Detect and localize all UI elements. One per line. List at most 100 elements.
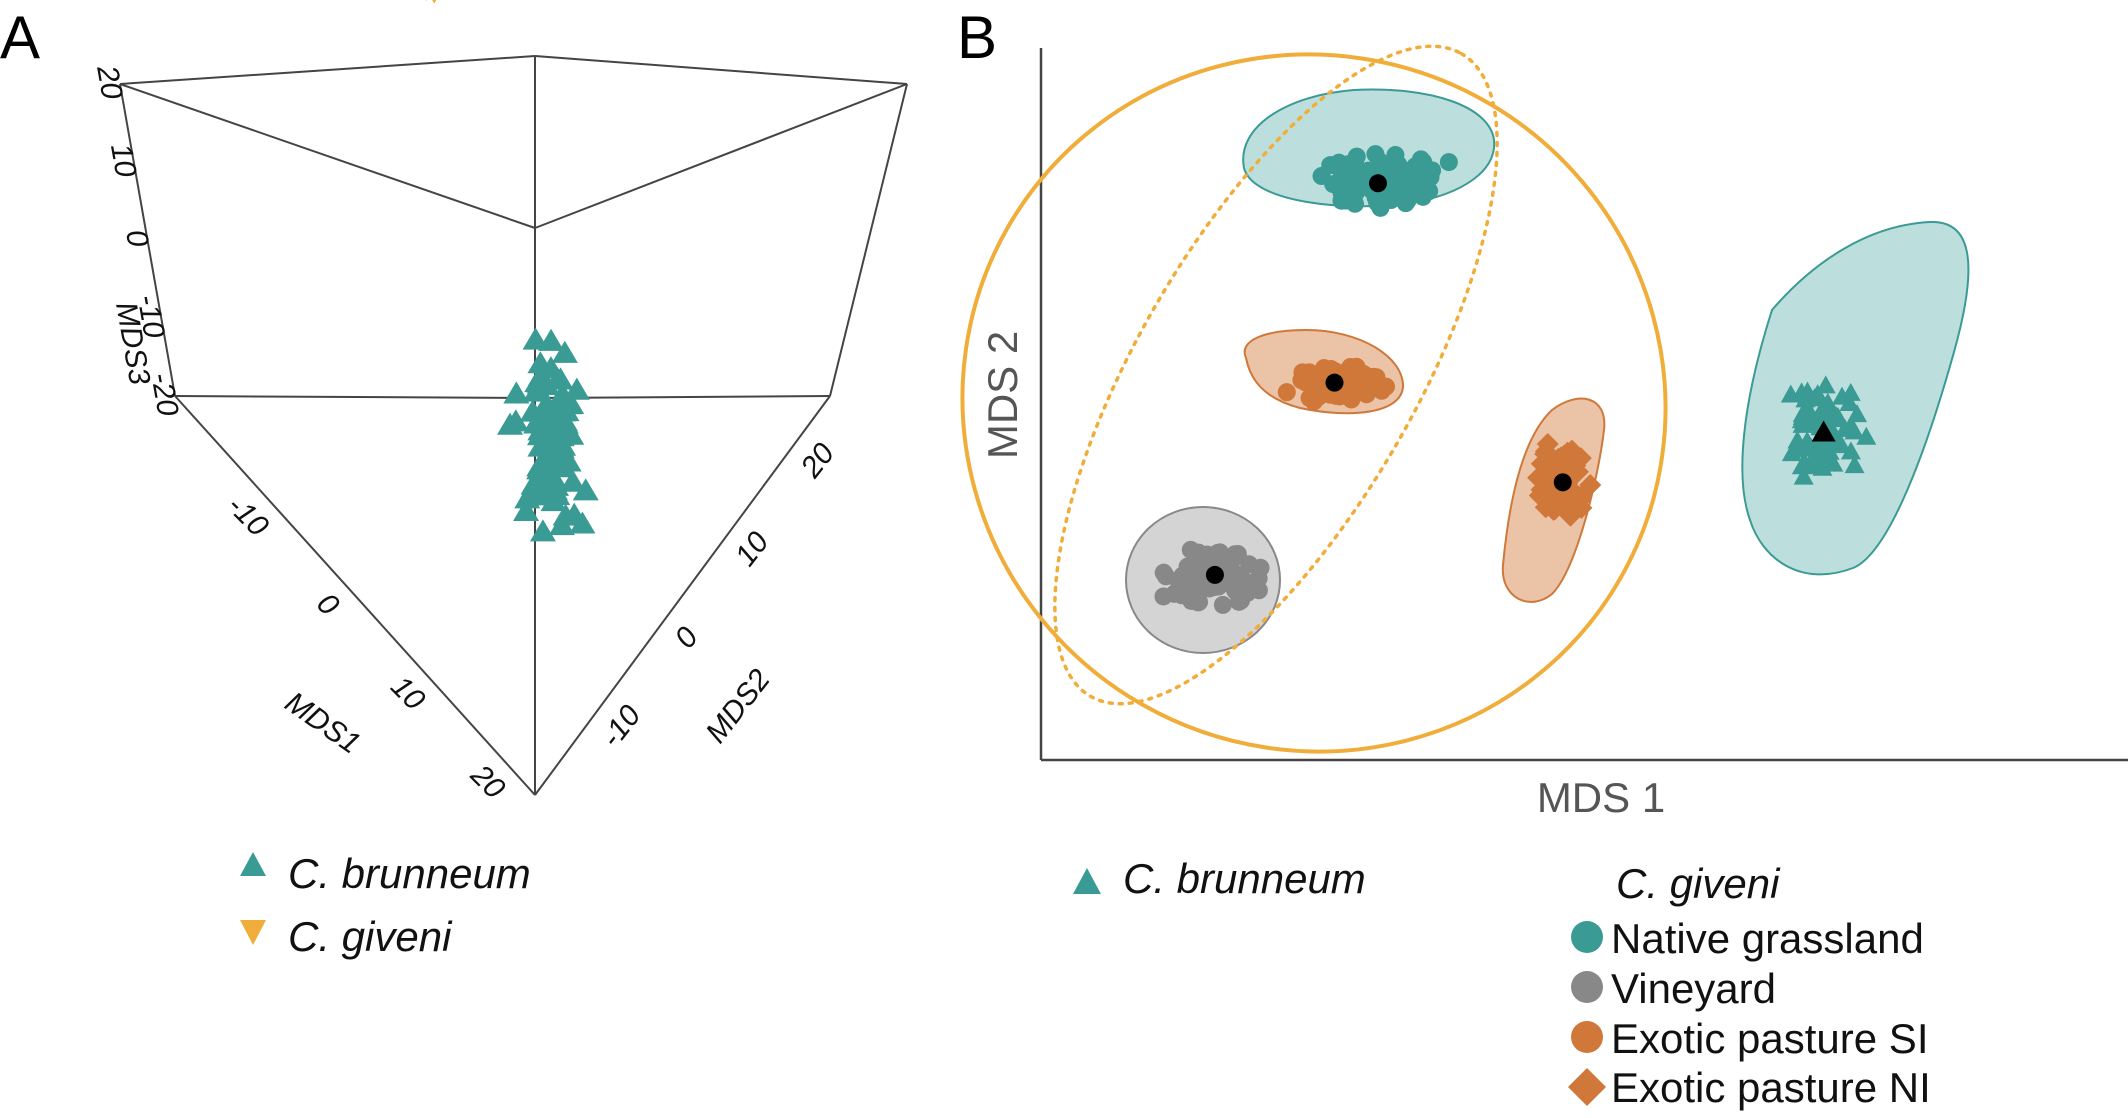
legend-a-triangle-down-marker xyxy=(240,920,266,945)
point-b-c-brunneum xyxy=(1816,402,1837,421)
panel-label-a: A xyxy=(0,4,40,71)
point-b-exotic-pasture-si xyxy=(1372,381,1391,400)
centroid-vineyard xyxy=(1205,565,1224,584)
point-b-c-brunneum xyxy=(1797,381,1818,400)
point-a-c-brunneum xyxy=(552,503,579,526)
point-a-c-giveni xyxy=(432,0,437,4)
tick-mds3: 0 xyxy=(119,227,154,249)
point-a-c-giveni xyxy=(425,0,427,1)
point-a-c-brunneum xyxy=(503,381,530,404)
point-b-exotic-pasture-ni xyxy=(1552,452,1575,475)
point-b-native-grassland xyxy=(1421,165,1440,184)
point-b-native-grassland xyxy=(1406,169,1425,188)
point-b-vineyard xyxy=(1234,584,1253,603)
scatter-b-centroids xyxy=(1205,174,1836,584)
scatter-3d-points xyxy=(425,0,599,542)
legend-b-exotic-pasture-ni: Exotic pasture NI xyxy=(1611,1064,1931,1111)
scatter-b-points xyxy=(1154,145,1877,614)
point-a-c-brunneum xyxy=(522,379,549,402)
point-b-vineyard xyxy=(1154,563,1173,582)
panel-label-b: B xyxy=(957,4,997,71)
point-b-c-brunneum xyxy=(1856,426,1877,445)
axis-label-mds2: MDS2 xyxy=(700,663,778,749)
dotted-ellipse-c-giveni xyxy=(1053,44,1499,706)
tick-mds3: -20 xyxy=(144,370,184,419)
point-b-c-brunneum xyxy=(1792,404,1813,423)
axes-b xyxy=(1039,48,2128,762)
point-b-vineyard xyxy=(1154,587,1173,606)
point-b-native-grassland xyxy=(1342,182,1361,201)
tick-mds2: 20 xyxy=(794,437,841,485)
legend-b: C. brunneum C. giveni Native grassland V… xyxy=(1073,855,1931,1111)
point-a-c-brunneum xyxy=(539,468,566,491)
tick-mds3: 20 xyxy=(90,62,129,102)
point-a-c-brunneum xyxy=(524,369,551,393)
point-b-vineyard xyxy=(1205,548,1224,567)
point-b-native-grassland xyxy=(1439,153,1458,172)
legend-b-exotic-pasture-si: Exotic pasture SI xyxy=(1611,1015,1928,1062)
point-a-c-brunneum xyxy=(551,340,578,363)
point-b-vineyard xyxy=(1213,595,1232,614)
point-b-exotic-pasture-ni xyxy=(1534,440,1557,463)
point-a-c-brunneum xyxy=(551,442,578,465)
tick-mds2: 0 xyxy=(668,621,704,655)
legend-a-giveni: C. giveni xyxy=(288,913,453,960)
point-b-exotic-pasture-si xyxy=(1277,383,1296,402)
point-b-native-grassland xyxy=(1321,156,1340,175)
legend-b-vineyard: Vineyard xyxy=(1611,965,1776,1012)
point-a-c-brunneum xyxy=(522,327,549,350)
legend-b-circle-marker xyxy=(1571,1021,1603,1053)
tick-mds2: -10 xyxy=(595,699,648,754)
point-b-vineyard xyxy=(1176,572,1195,591)
centroid-native-grassland xyxy=(1368,174,1387,193)
legend-b-circle-marker xyxy=(1571,971,1603,1003)
tick-mds1: 10 xyxy=(384,670,431,717)
point-b-c-brunneum xyxy=(1801,437,1822,456)
legend-a: C. brunneum C. giveni xyxy=(240,850,531,960)
point-b-exotic-pasture-si xyxy=(1364,367,1383,386)
point-b-c-brunneum xyxy=(1840,441,1861,460)
axis-label-mds-1: MDS 1 xyxy=(1537,774,1665,821)
point-b-exotic-pasture-ni xyxy=(1535,463,1558,486)
axis-label-mds-2: MDS 2 xyxy=(979,331,1026,459)
legend-b-triangle-up-marker xyxy=(1073,868,1101,894)
legend-b-brunneum: C. brunneum xyxy=(1123,855,1366,902)
point-a-c-brunneum xyxy=(513,498,540,521)
point-b-exotic-pasture-ni xyxy=(1579,474,1602,497)
tick-mds1: 0 xyxy=(310,587,345,622)
outer-ellipse-c-giveni xyxy=(960,52,1668,754)
point-b-c-brunneum xyxy=(1807,449,1828,468)
axis-label-mds1: MDS1 xyxy=(279,686,366,761)
legend-a-triangle-up-marker xyxy=(240,852,266,876)
point-b-c-brunneum xyxy=(1832,386,1853,405)
point-a-c-brunneum xyxy=(569,511,596,534)
point-a-c-brunneum xyxy=(527,351,554,374)
giveni-ellipses xyxy=(960,44,1668,754)
point-a-c-brunneum xyxy=(502,409,529,432)
point-a-c-brunneum xyxy=(559,469,586,492)
point-b-vineyard xyxy=(1234,570,1253,589)
point-a-c-brunneum xyxy=(539,450,566,473)
legend-b-giveni-title: C. giveni xyxy=(1616,860,1781,907)
legend-a-brunneum: C. brunneum xyxy=(288,850,531,897)
point-a-c-brunneum xyxy=(572,478,599,501)
legend-b-circle-marker xyxy=(1571,921,1603,953)
legend-b-native-grassland: Native grassland xyxy=(1611,915,1924,962)
point-b-c-brunneum xyxy=(1834,418,1855,437)
centroid-c-brunneum xyxy=(1811,420,1836,442)
point-b-c-brunneum xyxy=(1781,443,1802,462)
centroid-exotic-pasture-ni xyxy=(1553,473,1572,492)
point-b-exotic-pasture-si xyxy=(1342,390,1361,409)
centroid-exotic-pasture-si xyxy=(1325,373,1344,392)
point-b-c-brunneum xyxy=(1844,455,1865,474)
tick-mds2: 10 xyxy=(729,526,776,573)
point-b-c-brunneum xyxy=(1847,404,1868,423)
point-a-c-brunneum xyxy=(529,519,556,542)
tick-mds1: 20 xyxy=(464,758,512,806)
point-b-c-brunneum xyxy=(1815,375,1836,394)
point-a-c-brunneum xyxy=(532,480,559,503)
point-b-exotic-pasture-si xyxy=(1309,388,1328,407)
point-b-native-grassland xyxy=(1389,155,1408,174)
legend-b-diamond-marker xyxy=(1568,1068,1606,1106)
